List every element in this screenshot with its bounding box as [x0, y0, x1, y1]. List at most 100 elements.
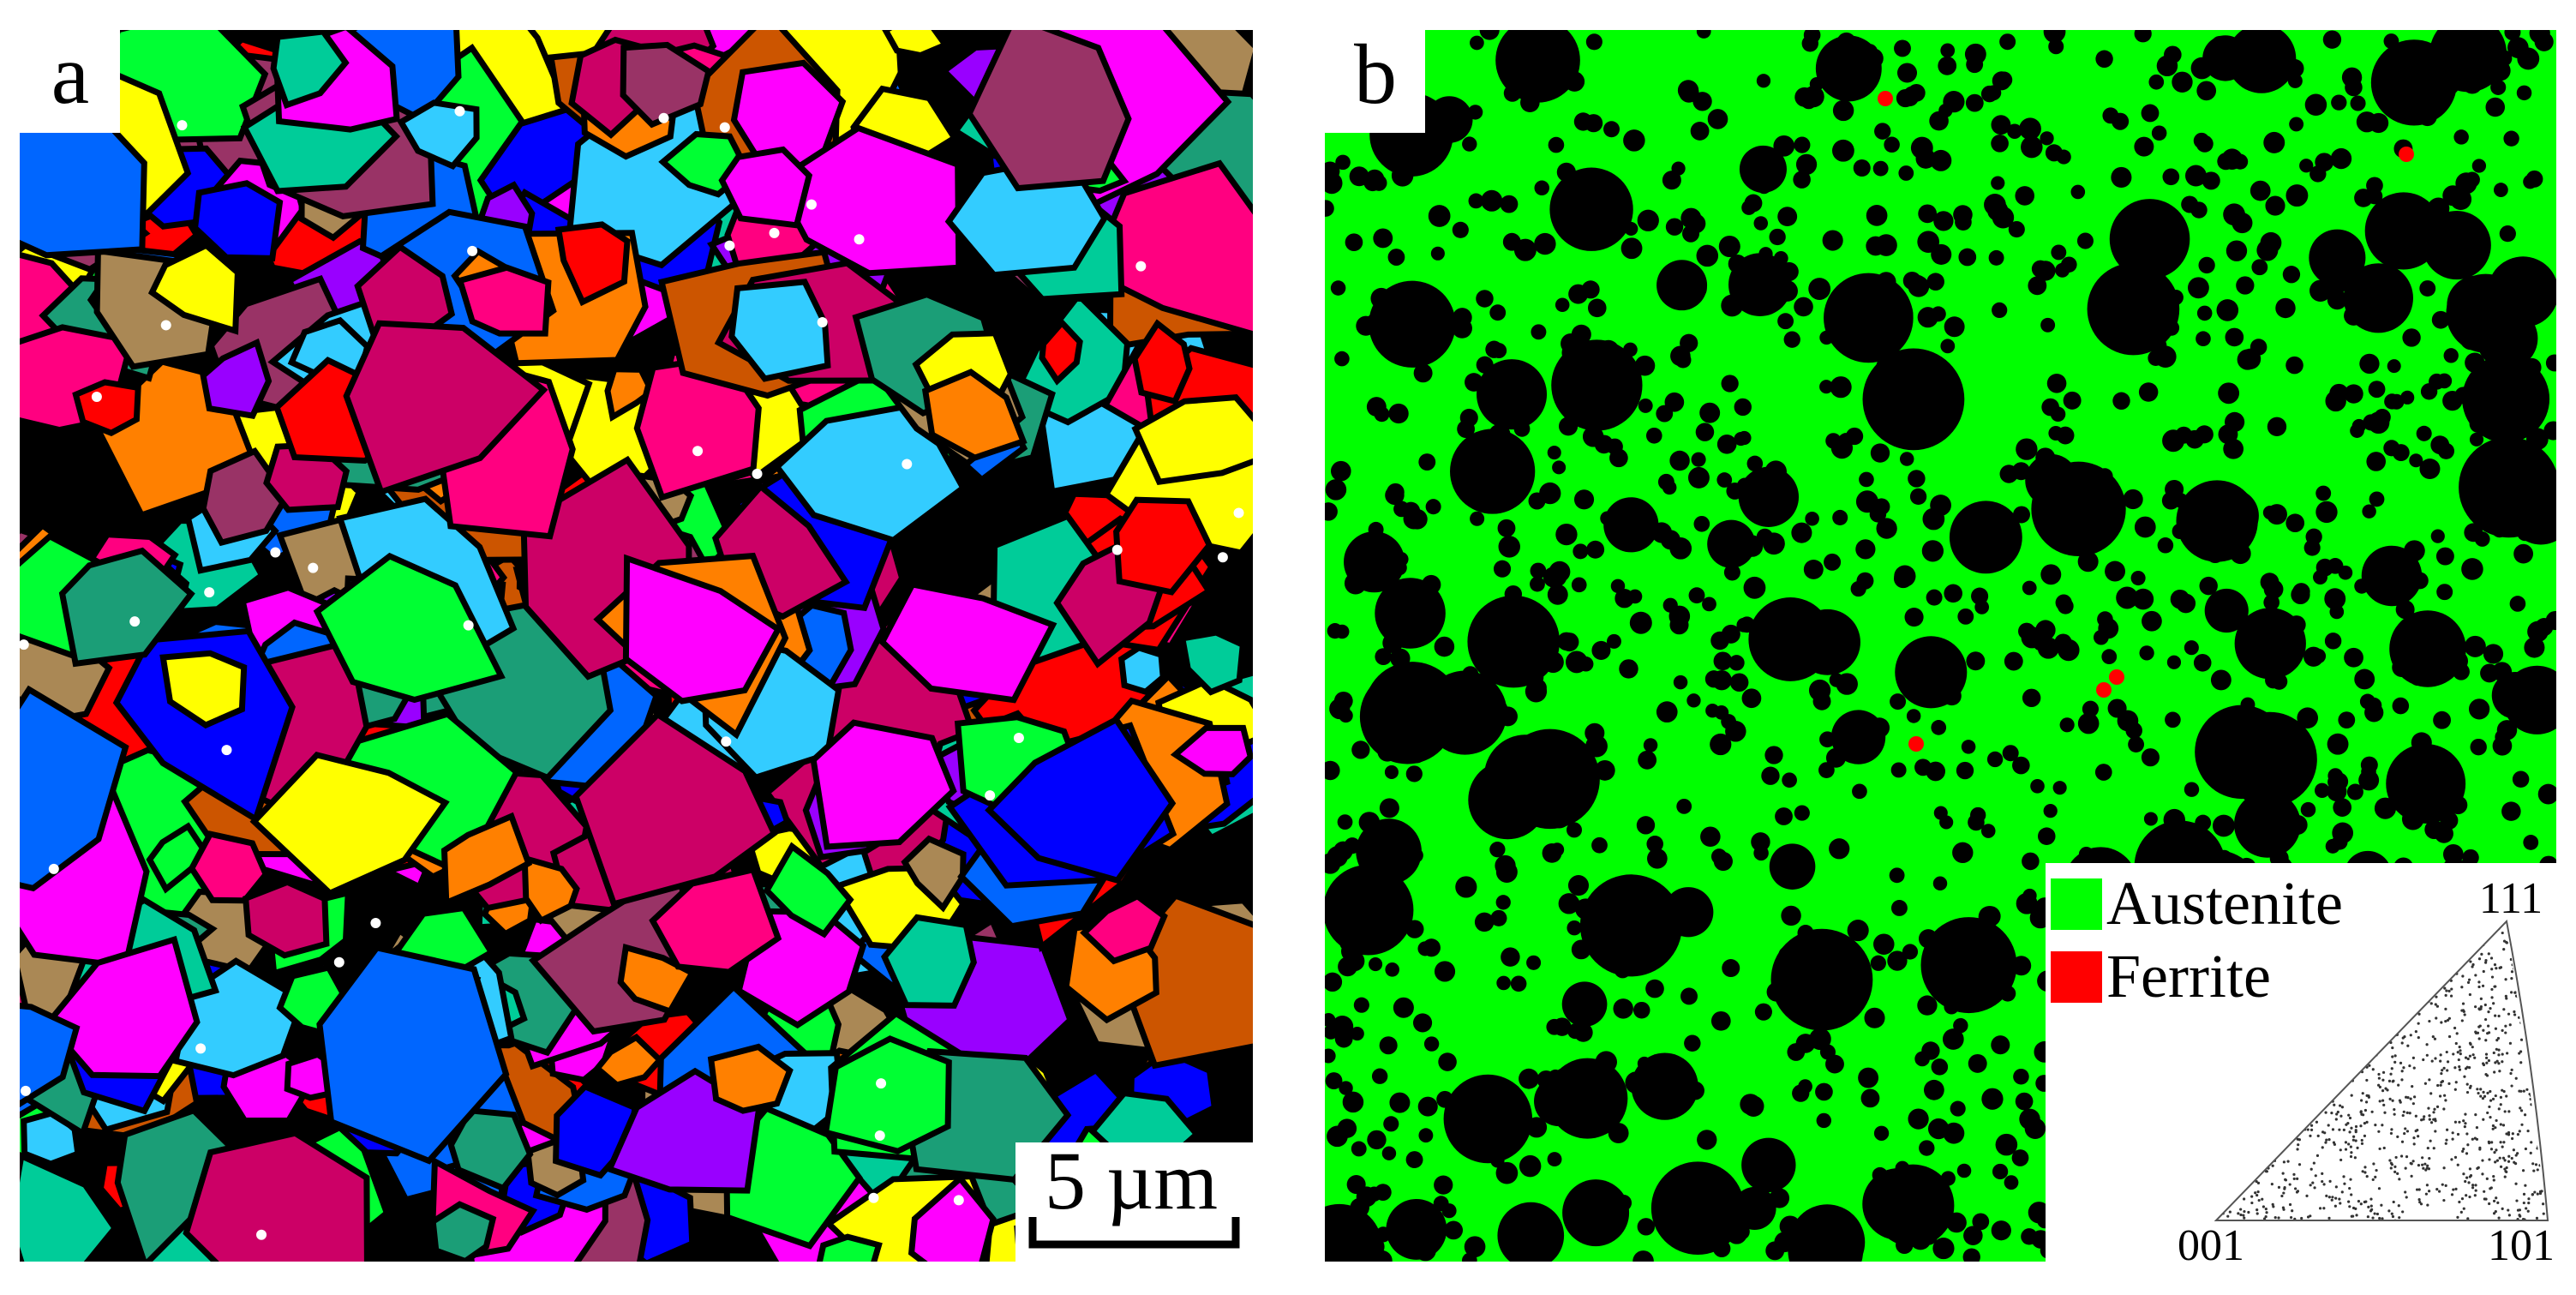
boundary-pixel	[1739, 145, 1787, 193]
density-dot	[2356, 1146, 2359, 1150]
density-dot	[2510, 1068, 2513, 1071]
boundary-pixel	[1344, 950, 1365, 972]
density-dot	[2471, 1046, 2474, 1049]
boundary-pixel	[1942, 686, 1962, 706]
boundary-pixel	[2135, 210, 2156, 231]
boundary-pixel	[2408, 249, 2424, 265]
boundary-pixel	[1455, 876, 1477, 898]
density-dot	[2367, 1205, 2370, 1208]
boundary-pixel	[2148, 350, 2164, 367]
boundary-pixel	[2206, 544, 2225, 564]
boundary-pixel	[1933, 806, 1948, 820]
boundary-pixel	[1438, 1052, 1457, 1071]
boundary-pixel	[1452, 308, 1472, 327]
boundary-pixel	[2315, 558, 2334, 577]
boundary-pixel	[1489, 472, 1509, 493]
panel-label: b	[1354, 27, 1397, 122]
grain	[147, 242, 241, 335]
boundary-pixel	[1765, 1241, 1785, 1261]
grain	[763, 842, 854, 938]
density-dot	[2334, 1118, 2338, 1121]
density-dot	[2377, 1076, 2381, 1080]
density-dot	[2402, 1066, 2405, 1070]
density-dot	[2423, 1115, 2426, 1118]
boundary-pixel	[2417, 206, 2434, 224]
boundary-pixel	[1953, 205, 1973, 225]
boundary-pixel	[1483, 30, 1498, 39]
boundary-pixel	[1974, 600, 1990, 615]
boundary-pixel	[1754, 1003, 1772, 1021]
density-dot	[2481, 984, 2485, 987]
density-dot	[2513, 1162, 2518, 1166]
boundary-pixel	[1980, 824, 1996, 838]
density-dot	[2360, 1138, 2363, 1142]
density-dot	[2442, 1066, 2446, 1070]
boundary-pixel	[1894, 39, 1911, 57]
density-dot	[2261, 1205, 2266, 1208]
grain	[243, 878, 330, 959]
ipf-corner: 001	[2178, 1221, 2244, 1270]
boundary-pixel	[1591, 1193, 1612, 1214]
density-dot	[2519, 1089, 2523, 1093]
density-dot	[2453, 1088, 2457, 1091]
density-dot	[2495, 1196, 2498, 1200]
density-dot	[2490, 987, 2494, 992]
grain	[1170, 724, 1253, 777]
density-dot	[2381, 1124, 2384, 1127]
boundary-pixel	[1656, 405, 1674, 423]
density-dot	[2461, 1002, 2465, 1005]
boundary-pixel	[1930, 306, 1946, 322]
density-dot	[2384, 1087, 2387, 1090]
density-dot	[2510, 991, 2513, 994]
boundary-pixel	[1819, 731, 1836, 748]
density-dot	[2475, 1126, 2479, 1130]
boundary-pixel	[1896, 63, 1918, 83]
boundary-pixel	[1366, 1186, 1382, 1202]
density-dot	[2502, 1141, 2506, 1144]
density-dot	[2492, 1212, 2496, 1215]
density-dot	[2460, 1197, 2465, 1201]
grain	[882, 30, 950, 59]
boundary-pixel	[1710, 733, 1732, 756]
boundary-pixel	[2195, 704, 2289, 800]
density-dot	[2306, 1128, 2309, 1131]
boundary-pixel	[1464, 488, 1480, 505]
point	[719, 122, 730, 133]
boundary-pixel	[1921, 393, 1937, 408]
density-dot	[2482, 1062, 2485, 1065]
boundary-pixel	[2265, 195, 2285, 216]
boundary-pixel	[2260, 231, 2282, 254]
boundary-pixel	[2324, 588, 2346, 610]
boundary-pixel	[1405, 765, 1423, 782]
density-dot	[2363, 1171, 2367, 1174]
density-dot	[2416, 1128, 2419, 1132]
boundary-pixel	[2422, 211, 2491, 280]
density-dot	[2525, 1207, 2528, 1210]
legend-swatch	[2051, 878, 2102, 930]
density-dot	[2485, 1061, 2489, 1064]
grain	[20, 1003, 81, 1108]
grain	[728, 279, 831, 382]
density-dot	[2471, 962, 2475, 967]
density-dot	[2436, 1083, 2440, 1088]
density-dot	[2491, 1124, 2495, 1128]
boundary-pixel	[1926, 589, 1943, 606]
boundary-pixel	[2329, 604, 2345, 620]
boundary-pixel	[1561, 333, 1582, 354]
density-dot	[2536, 1168, 2539, 1172]
density-dot	[2499, 1141, 2502, 1144]
density-dot	[2501, 1088, 2504, 1092]
density-dot	[2309, 1124, 2314, 1127]
density-dot	[2347, 1113, 2351, 1117]
density-dot	[2485, 1177, 2489, 1180]
boundary-pixel	[1890, 762, 1907, 778]
boundary-pixel	[1680, 333, 1698, 352]
boundary-pixel	[2359, 353, 2380, 375]
density-dot	[2486, 1091, 2489, 1094]
density-dot	[2417, 1022, 2420, 1025]
density-dot	[2271, 1202, 2274, 1206]
density-dot	[2228, 1210, 2232, 1214]
boundary-pixel	[2156, 55, 2178, 77]
point	[1135, 261, 1147, 272]
density-dot	[2487, 952, 2490, 956]
